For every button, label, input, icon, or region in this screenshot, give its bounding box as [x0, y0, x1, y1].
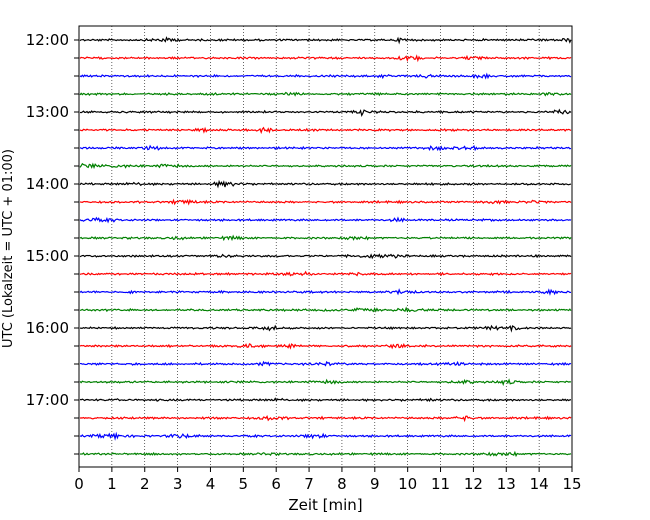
trace-1515	[79, 270, 572, 277]
trace-1230	[79, 72, 572, 80]
seismic-traces	[79, 36, 572, 458]
x-tick-label: 14	[530, 475, 549, 493]
x-tick-label: 13	[497, 475, 516, 493]
trace-1215	[79, 54, 572, 63]
trace-1400	[79, 179, 572, 189]
x-tick-label: 3	[173, 475, 183, 493]
x-tick-label: 8	[337, 475, 347, 493]
trace-1715	[79, 415, 572, 423]
trace-1630	[79, 360, 572, 367]
x-axis-ticks: 0 1 2 3 4 5 6 7 8 9 10 11 12 13 14 15	[74, 467, 582, 493]
trace-1200	[79, 36, 572, 45]
x-tick-label: 9	[370, 475, 380, 493]
x-tick-label: 5	[239, 475, 249, 493]
trace-1545	[79, 306, 572, 313]
plot-frame	[78, 25, 573, 468]
trace-1415	[79, 198, 572, 206]
x-tick-label: 12	[464, 475, 483, 493]
x-tick-label: 6	[271, 475, 281, 493]
x-tick-label: 4	[206, 475, 216, 493]
trace-1315	[79, 126, 572, 135]
x-tick-label: 0	[74, 475, 84, 493]
x-tick-label: 11	[431, 475, 450, 493]
trace-1500	[79, 253, 572, 260]
trace-1645	[79, 378, 572, 387]
y-axis-ticks: 12:00 13:00 14:00 15:00 16:00 17:00	[26, 31, 79, 455]
y-tick-label: 15:00	[26, 247, 69, 265]
trace-1430	[79, 216, 572, 224]
trace-1345	[79, 162, 572, 170]
trace-1745	[79, 450, 572, 458]
y-tick-label: 13:00	[26, 103, 69, 121]
trace-1245	[79, 91, 572, 97]
x-tick-label: 1	[107, 475, 117, 493]
y-tick-label: 17:00	[26, 391, 69, 409]
trace-1615	[79, 343, 572, 350]
trace-1530	[79, 288, 572, 296]
trace-1700	[79, 397, 572, 403]
x-tick-label: 10	[398, 475, 417, 493]
y-tick-label: 14:00	[26, 175, 69, 193]
trace-1330	[79, 144, 572, 152]
x-tick-label: 15	[562, 475, 581, 493]
trace-1445	[79, 234, 572, 242]
y-tick-label: 12:00	[26, 31, 69, 49]
trace-1600	[79, 324, 572, 333]
trace-1730	[79, 431, 572, 441]
x-axis-label: Zeit [min]	[288, 496, 362, 514]
x-tick-label: 2	[140, 475, 150, 493]
x-tick-label: 7	[304, 475, 314, 493]
y-axis-label: UTC (Lokalzeit = UTC + 01:00)	[1, 149, 16, 348]
y-tick-label: 16:00	[26, 319, 69, 337]
trace-1300	[79, 108, 572, 117]
